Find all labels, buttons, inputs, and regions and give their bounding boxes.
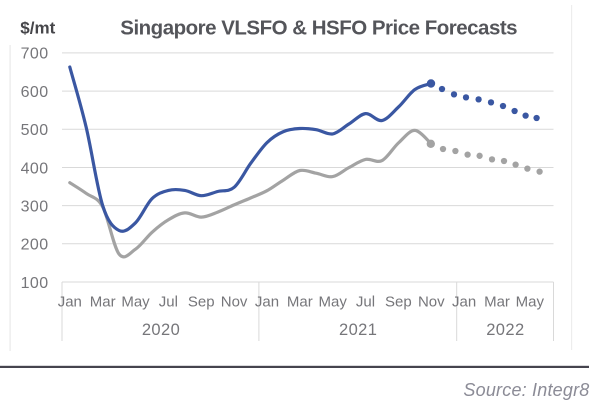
svg-text:Singapore VLSFO & HSFO Price F: Singapore VLSFO & HSFO Price Forecasts <box>120 17 517 40</box>
svg-text:Jul: Jul <box>159 294 178 311</box>
svg-text:2021: 2021 <box>339 321 377 339</box>
svg-text:Sep: Sep <box>385 294 412 311</box>
svg-text:700: 700 <box>21 46 49 63</box>
svg-text:400: 400 <box>21 160 49 177</box>
svg-text:Source: Integr8: Source: Integr8 <box>463 380 589 400</box>
svg-text:Nov: Nov <box>418 294 445 311</box>
svg-text:300: 300 <box>21 198 49 215</box>
svg-text:Sep: Sep <box>188 294 215 311</box>
svg-text:Jul: Jul <box>356 294 375 311</box>
svg-text:200: 200 <box>21 237 49 254</box>
svg-text:500: 500 <box>21 122 49 139</box>
svg-text:$/mt: $/mt <box>20 19 55 38</box>
svg-text:2020: 2020 <box>142 321 180 339</box>
svg-text:Mar: Mar <box>287 294 313 311</box>
svg-text:Jan: Jan <box>452 294 476 311</box>
svg-text:100: 100 <box>21 275 49 292</box>
svg-text:May: May <box>516 294 545 311</box>
svg-text:2022: 2022 <box>486 321 524 339</box>
svg-text:Jan: Jan <box>255 294 279 311</box>
svg-text:Nov: Nov <box>221 294 248 311</box>
svg-text:May: May <box>319 294 348 311</box>
svg-text:Jan: Jan <box>58 294 82 311</box>
svg-text:600: 600 <box>21 84 49 101</box>
svg-text:Mar: Mar <box>90 294 116 311</box>
svg-text:May: May <box>121 294 150 311</box>
svg-text:Mar: Mar <box>484 294 510 311</box>
